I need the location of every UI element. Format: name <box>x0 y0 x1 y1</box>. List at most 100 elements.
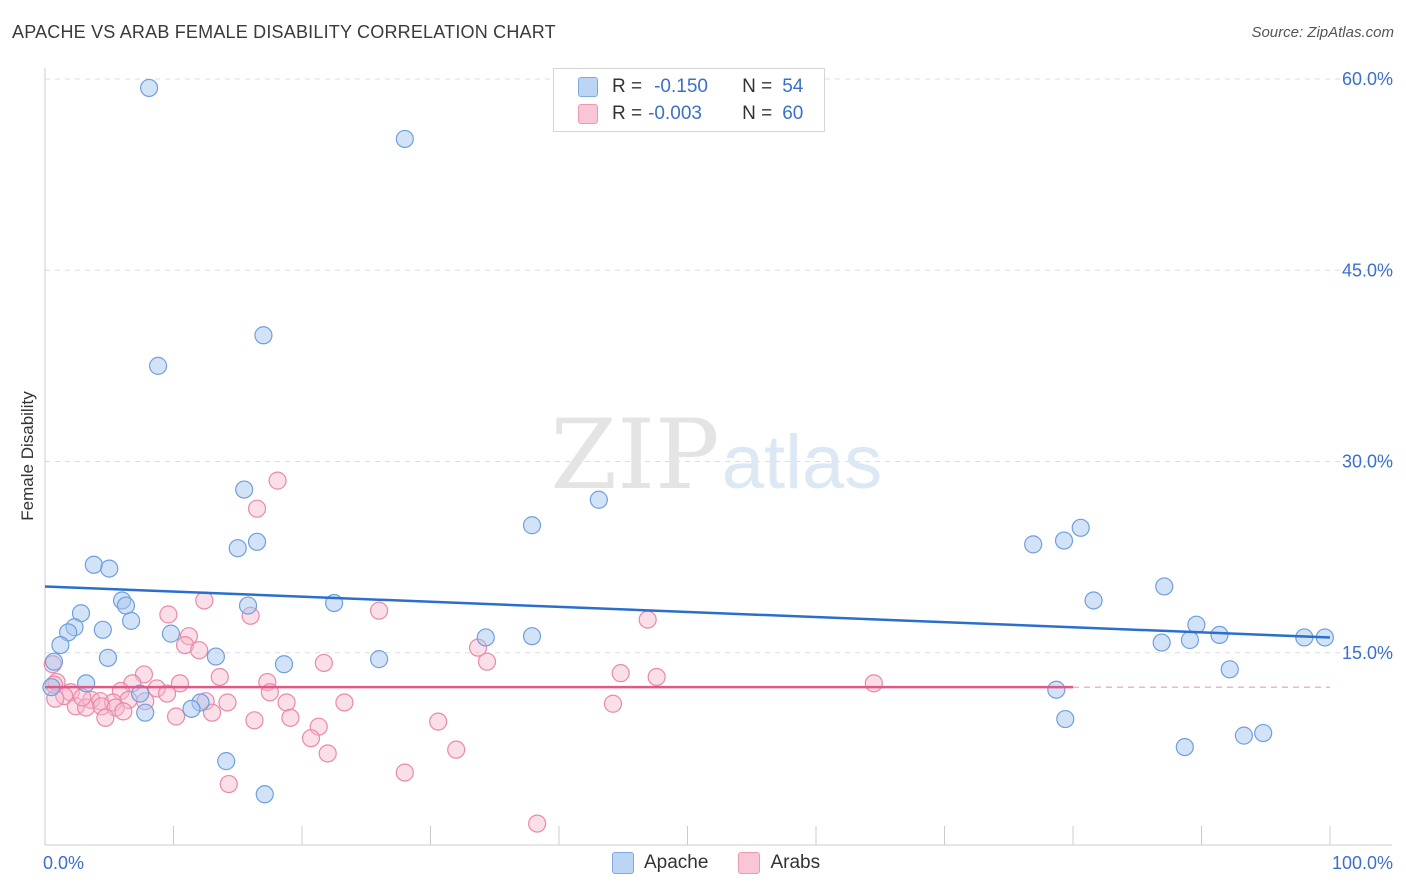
apache-point <box>1155 577 1174 596</box>
arabs-point <box>247 499 267 518</box>
series-legend: Apache Arabs <box>612 852 850 874</box>
apache-point <box>100 559 119 578</box>
series-arabs <box>43 471 883 833</box>
x-tick-label: 0.0% <box>43 853 84 873</box>
n-value: 60 <box>782 103 804 124</box>
n-label: N = <box>742 103 773 124</box>
apache-point <box>1024 535 1043 554</box>
correlation-legend: R = -0.150 N = 54 R = -0.003 N = 60 <box>553 68 825 132</box>
arabs-point <box>114 702 133 721</box>
arabs-point <box>147 679 166 698</box>
arabs-point <box>218 693 237 712</box>
apache-swatch <box>612 852 634 874</box>
r-label: R = <box>612 103 643 124</box>
apache-point <box>1084 591 1103 610</box>
apache-point <box>370 650 389 669</box>
watermark-zip: ZIP <box>550 399 719 511</box>
r-value: -0.003 <box>648 103 702 124</box>
arabs-point <box>603 694 623 713</box>
x-tick-label: 100.0% <box>1332 853 1393 873</box>
arabs-point <box>195 591 214 610</box>
apache-point <box>1071 518 1090 537</box>
arabs-point <box>429 712 448 731</box>
chart-title: APACHE VS ARAB FEMALE DISABILITY CORRELA… <box>12 22 556 42</box>
legend-label-arabs: Arabs <box>770 852 821 873</box>
apache-trend-line <box>44 585 1331 639</box>
arabs-point <box>277 693 296 712</box>
y-tick-label: 15.0% <box>1342 643 1393 663</box>
watermark-atlas: atlas <box>722 420 883 505</box>
r-value: -0.150 <box>654 76 708 97</box>
y-tick-label: 60.0% <box>1342 69 1393 89</box>
arabs-point <box>638 610 657 629</box>
apache-point <box>228 539 247 558</box>
arabs-swatch <box>738 852 761 874</box>
arabs-point <box>77 698 96 717</box>
tick-labels: 15.0% 30.0% 45.0% 60.0% 0.0% 100.0% <box>43 69 1393 873</box>
apache-point <box>1187 615 1206 634</box>
legend-label-apache: Apache <box>644 852 709 873</box>
apache-point <box>238 596 258 615</box>
apache-point <box>136 703 155 722</box>
apache-point <box>476 628 495 647</box>
apache-point <box>148 356 168 375</box>
apache-point <box>395 129 414 149</box>
legend-row-arabs: R = -0.003 N = 60 <box>578 101 803 127</box>
apache-point <box>1254 723 1273 743</box>
legend-row-apache: R = -0.150 N = 54 <box>578 74 803 100</box>
arabs-point <box>219 774 238 794</box>
watermark: ZIP atlas <box>550 399 882 511</box>
arabs-point <box>395 763 414 782</box>
apache-point <box>93 620 112 639</box>
arabs-point <box>157 684 177 703</box>
apache-point <box>161 624 181 643</box>
apache-point <box>130 684 150 703</box>
legend-item-arabs: Arabs <box>738 852 820 874</box>
apache-point <box>1210 625 1229 645</box>
apache-point <box>206 647 226 666</box>
arabs-point <box>268 471 287 490</box>
arabs-point <box>477 652 497 671</box>
apache-point <box>44 652 64 671</box>
apache-point <box>1180 630 1200 650</box>
apache-point <box>139 78 159 98</box>
arabs-point <box>611 664 630 683</box>
apache-point <box>121 611 141 630</box>
apache-point <box>247 532 267 551</box>
apache-point <box>182 699 201 718</box>
apache-point <box>1056 709 1075 729</box>
arabs-point <box>179 627 199 646</box>
apache-point <box>77 674 96 693</box>
apache-point <box>51 635 70 655</box>
legend-item-apache: Apache <box>612 852 708 874</box>
arabs-point <box>528 814 547 833</box>
apache-point <box>217 752 236 771</box>
apache-point <box>589 490 608 509</box>
apache-point <box>1234 726 1254 745</box>
arabs-point <box>159 605 178 624</box>
arabs-point <box>447 740 466 759</box>
arabs-point <box>647 667 666 687</box>
apache-point <box>254 326 273 345</box>
n-value: 54 <box>782 76 804 97</box>
apache-point <box>1175 737 1194 757</box>
arabs-point <box>864 674 883 693</box>
arabs-point <box>245 711 264 730</box>
arabs-point <box>190 641 209 660</box>
arabs-point <box>166 707 186 726</box>
arabs-point <box>210 667 229 687</box>
apache-point <box>522 516 542 535</box>
y-tick-label: 30.0% <box>1342 452 1393 472</box>
n-label: N = <box>742 76 773 97</box>
apache-point <box>84 555 103 574</box>
apache-point <box>1047 680 1066 699</box>
apache-point <box>116 596 136 615</box>
arabs-point <box>96 708 115 727</box>
gridlines <box>45 78 1392 654</box>
arabs-point <box>318 744 337 763</box>
arabs-point <box>92 697 111 716</box>
apache-point <box>98 648 118 667</box>
r-label: R = <box>612 76 643 97</box>
arabs-point <box>175 635 195 655</box>
